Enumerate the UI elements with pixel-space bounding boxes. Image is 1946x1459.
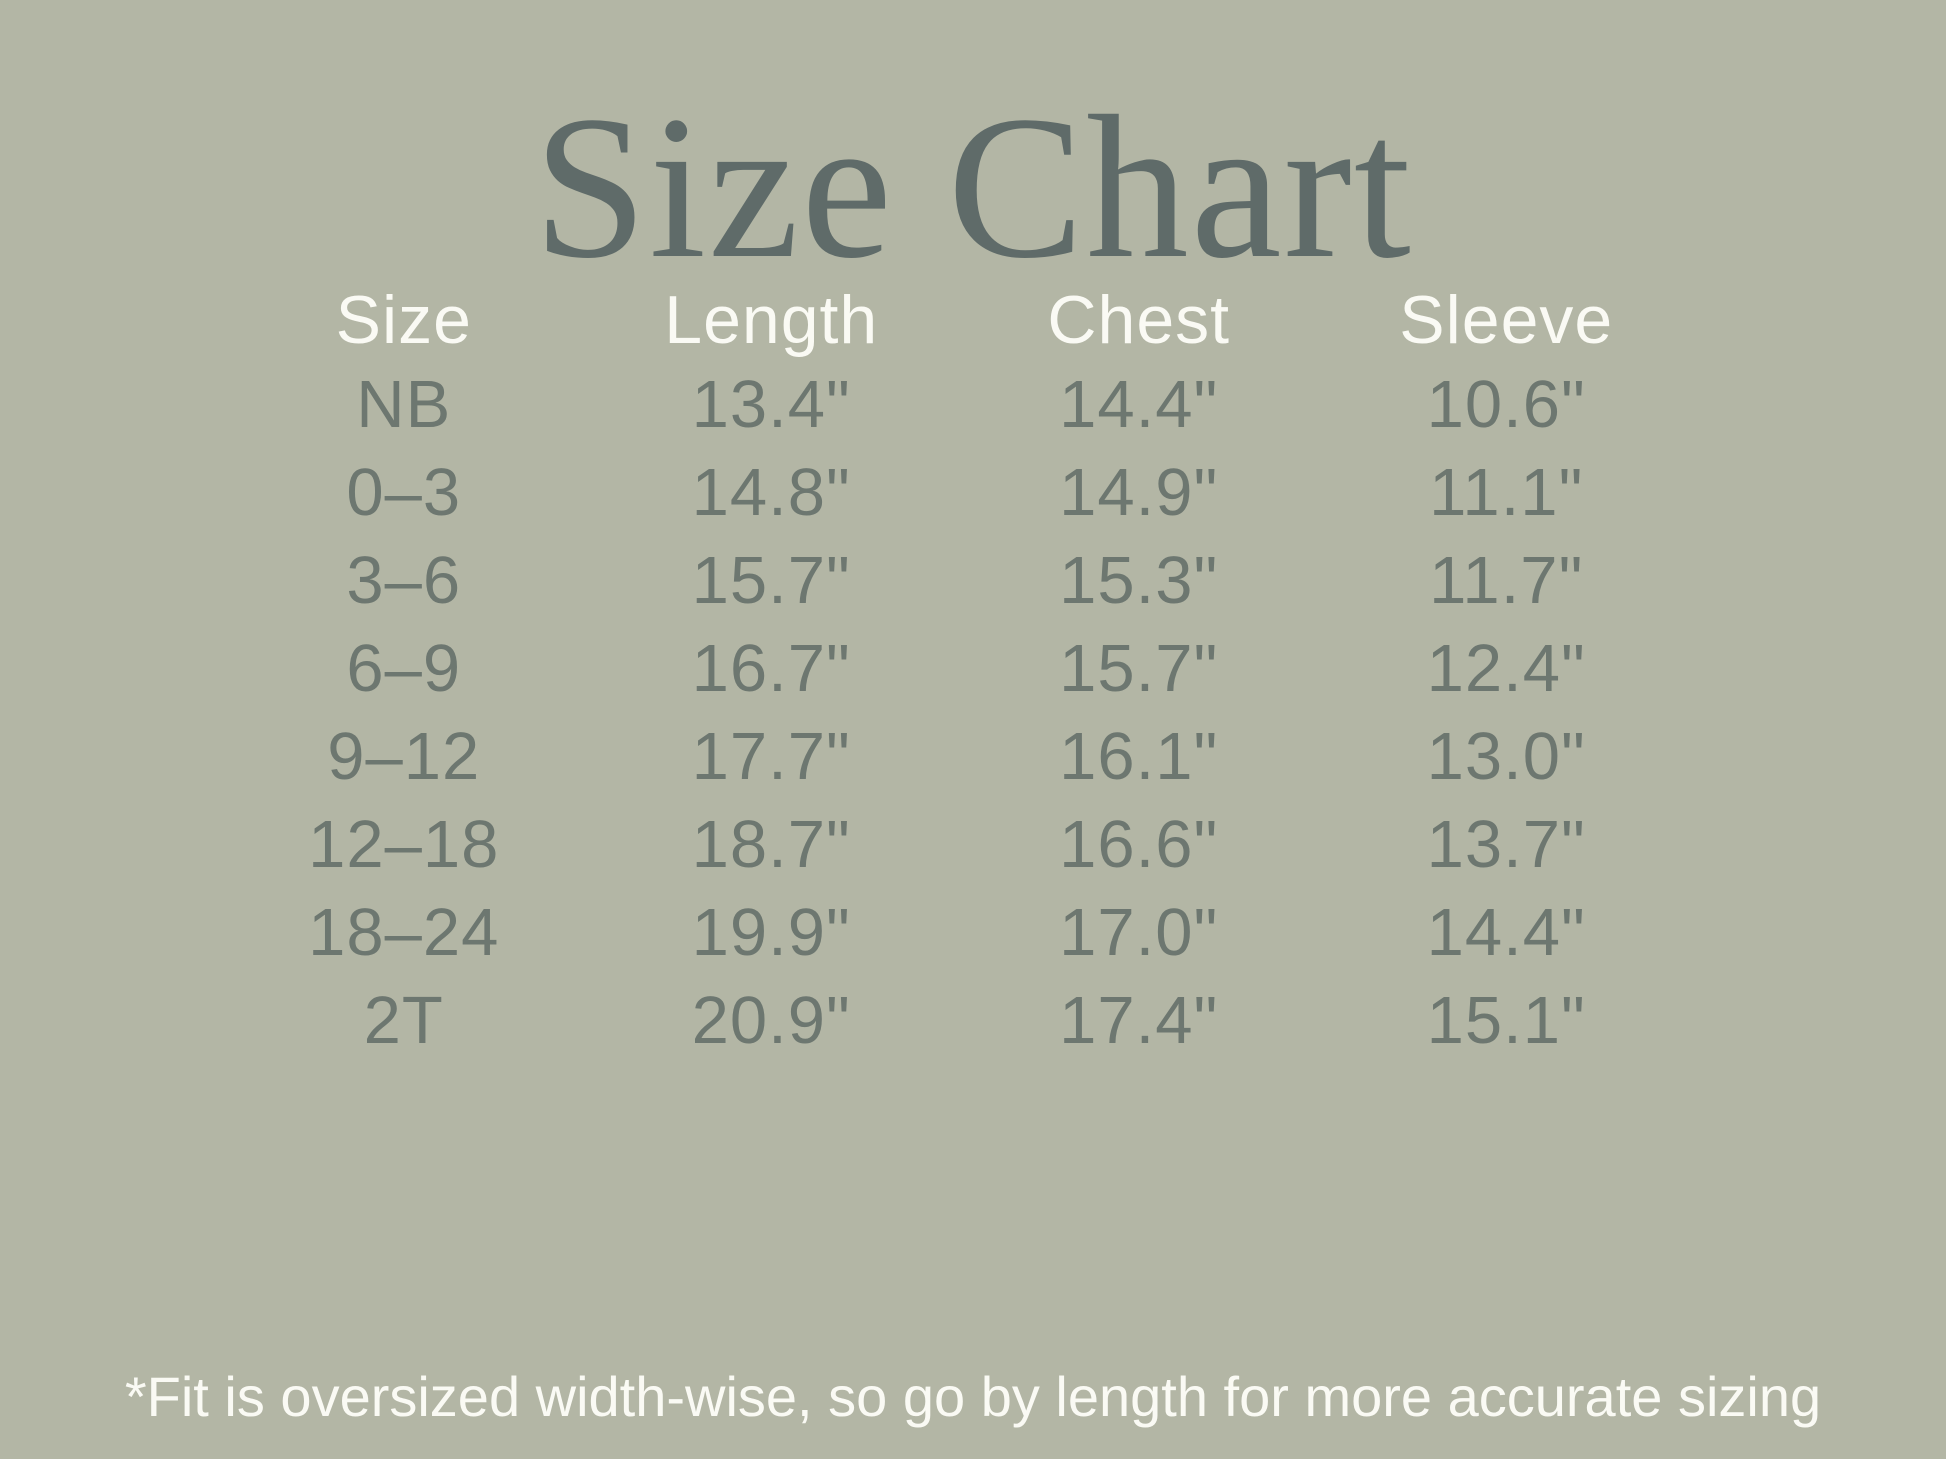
footnote: *Fit is oversized width-wise, so go by l… bbox=[124, 1365, 1822, 1428]
measurement-cell: 14.8" bbox=[691, 454, 851, 530]
size-label-cell: 2T bbox=[363, 982, 444, 1058]
measurement-cell: 15.1" bbox=[1426, 982, 1586, 1058]
table-row: 2T 20.9" 17.4" 15.1" bbox=[220, 976, 1690, 1064]
measurement-cell: 17.0" bbox=[1059, 894, 1219, 970]
table-row: 18–24 19.9" 17.0" 14.4" bbox=[220, 888, 1690, 976]
measurement-cell: 17.4" bbox=[1059, 982, 1219, 1058]
table-row: 12–18 18.7" 16.6" 13.7" bbox=[220, 800, 1690, 888]
size-label-cell: 0–3 bbox=[346, 454, 462, 530]
measurement-cell: 14.4" bbox=[1059, 366, 1219, 442]
table-row: 0–3 14.8" 14.9" 11.1" bbox=[220, 448, 1690, 536]
measurement-cell: 11.1" bbox=[1429, 454, 1584, 530]
measurement-cell: 12.4" bbox=[1426, 630, 1586, 706]
column-header-size: Size bbox=[335, 282, 472, 358]
measurement-cell: 16.6" bbox=[1059, 806, 1219, 882]
measurement-cell: 14.4" bbox=[1426, 894, 1586, 970]
measurement-cell: 13.7" bbox=[1426, 806, 1586, 882]
measurement-cell: 16.1" bbox=[1059, 718, 1219, 794]
measurement-cell: 13.4" bbox=[691, 366, 851, 442]
measurement-cell: 15.7" bbox=[1059, 630, 1219, 706]
size-label-cell: NB bbox=[356, 366, 452, 442]
size-label-cell: 9–12 bbox=[327, 718, 481, 794]
size-label-cell: 3–6 bbox=[346, 542, 462, 618]
measurement-cell: 15.3" bbox=[1059, 542, 1219, 618]
table-row: 3–6 15.7" 15.3" 11.7" bbox=[220, 536, 1690, 624]
measurement-cell: 17.7" bbox=[691, 718, 851, 794]
measurement-cell: 16.7" bbox=[691, 630, 851, 706]
measurement-cell: 18.7" bbox=[691, 806, 851, 882]
size-label-cell: 18–24 bbox=[308, 894, 500, 970]
measurement-cell: 13.0" bbox=[1426, 718, 1586, 794]
measurement-cell: 10.6" bbox=[1426, 366, 1586, 442]
table-row: 6–9 16.7" 15.7" 12.4" bbox=[220, 624, 1690, 712]
table-row: NB 13.4" 14.4" 10.6" bbox=[220, 360, 1690, 448]
measurement-cell: 15.7" bbox=[691, 542, 851, 618]
measurement-cell: 14.9" bbox=[1059, 454, 1219, 530]
measurement-cell: 11.7" bbox=[1429, 542, 1584, 618]
size-label-cell: 12–18 bbox=[308, 806, 500, 882]
column-header-sleeve: Sleeve bbox=[1399, 282, 1614, 358]
table-row: 9–12 17.7" 16.1" 13.0" bbox=[220, 712, 1690, 800]
table-body: NB 13.4" 14.4" 10.6" 0–3 14.8" 14.9" 11.1" 3–6 15… bbox=[220, 360, 1690, 1064]
column-header-chest: Chest bbox=[1047, 282, 1231, 358]
measurement-cell: 19.9" bbox=[691, 894, 851, 970]
measurement-cell: 20.9" bbox=[691, 982, 851, 1058]
page-title: Size Chart bbox=[533, 74, 1413, 301]
size-label-cell: 6–9 bbox=[346, 630, 462, 706]
table-header-row: Size Length Chest Sleeve bbox=[220, 280, 1690, 360]
column-header-length: Length bbox=[664, 282, 879, 358]
size-table: Size Length Chest Sleeve NB 13.4" 14.4" 10.… bbox=[220, 280, 1690, 1064]
